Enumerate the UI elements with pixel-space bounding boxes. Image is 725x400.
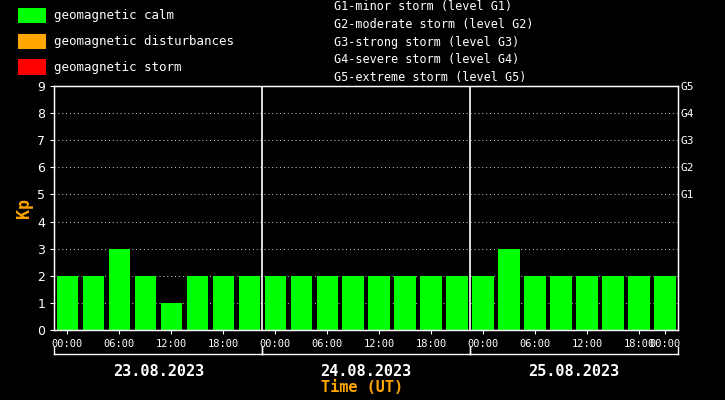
Bar [265, 276, 286, 330]
Bar [654, 276, 676, 330]
Text: 23.08.2023: 23.08.2023 [112, 364, 204, 379]
Bar [447, 276, 468, 330]
Bar [629, 276, 650, 330]
Bar [498, 249, 520, 330]
Text: Time (UT): Time (UT) [321, 380, 404, 395]
Text: G4-severe storm (level G4): G4-severe storm (level G4) [334, 53, 519, 66]
Bar [83, 276, 104, 330]
FancyBboxPatch shape [18, 8, 46, 23]
Text: geomagnetic storm: geomagnetic storm [54, 60, 182, 74]
Bar [317, 276, 338, 330]
Bar [186, 276, 208, 330]
Text: geomagnetic calm: geomagnetic calm [54, 9, 175, 22]
FancyBboxPatch shape [18, 59, 46, 75]
Bar [239, 276, 260, 330]
Bar [57, 276, 78, 330]
Text: 24.08.2023: 24.08.2023 [320, 364, 412, 379]
Bar [342, 276, 364, 330]
Bar [524, 276, 546, 330]
Bar [135, 276, 156, 330]
Bar [291, 276, 312, 330]
Bar [161, 303, 182, 330]
Text: geomagnetic disturbances: geomagnetic disturbances [54, 35, 234, 48]
Bar [212, 276, 234, 330]
Bar [420, 276, 442, 330]
Bar [109, 249, 130, 330]
Y-axis label: Kp: Kp [15, 198, 33, 218]
Text: G3-strong storm (level G3): G3-strong storm (level G3) [334, 36, 519, 49]
Bar [368, 276, 390, 330]
Bar [602, 276, 624, 330]
FancyBboxPatch shape [18, 34, 46, 49]
Bar [576, 276, 597, 330]
Text: 25.08.2023: 25.08.2023 [529, 364, 620, 379]
Bar [394, 276, 415, 330]
Text: G5-extreme storm (level G5): G5-extreme storm (level G5) [334, 71, 526, 84]
Bar [550, 276, 571, 330]
Bar [473, 276, 494, 330]
Text: G2-moderate storm (level G2): G2-moderate storm (level G2) [334, 18, 533, 31]
Text: G1-minor storm (level G1): G1-minor storm (level G1) [334, 0, 512, 13]
